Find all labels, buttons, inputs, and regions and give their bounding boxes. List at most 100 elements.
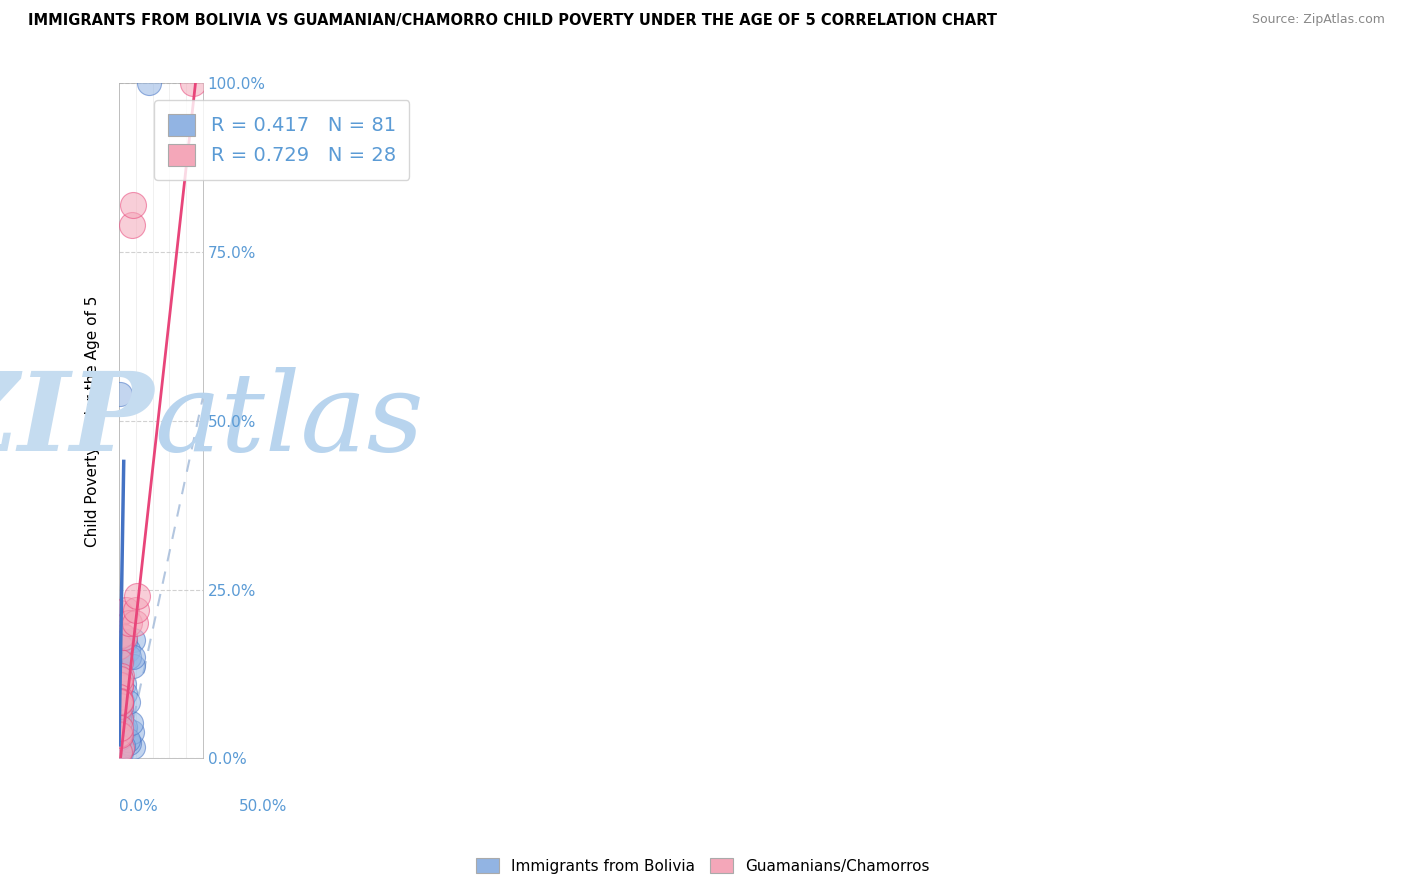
Point [108, 675, 131, 690]
Point [108, 731, 131, 745]
Point [108, 734, 131, 748]
Point [124, 616, 146, 631]
Point [108, 706, 131, 721]
Point [110, 728, 132, 742]
Point [122, 198, 145, 212]
Point [108, 715, 131, 730]
Point [114, 720, 136, 734]
Point [108, 721, 131, 735]
Point [108, 698, 131, 712]
Point [112, 739, 135, 753]
Point [108, 701, 131, 715]
Point [117, 695, 139, 709]
Point [111, 653, 134, 667]
Point [108, 739, 131, 753]
Point [110, 655, 132, 669]
Point [110, 697, 132, 711]
Point [118, 650, 141, 665]
Point [108, 698, 131, 712]
Point [108, 745, 131, 759]
Point [110, 694, 132, 708]
Point [110, 695, 132, 709]
Point [108, 672, 131, 686]
Point [110, 698, 132, 713]
Point [120, 716, 142, 731]
Point [121, 740, 143, 755]
Point [110, 698, 132, 713]
Point [121, 725, 143, 739]
Y-axis label: Child Poverty Under the Age of 5: Child Poverty Under the Age of 5 [86, 295, 100, 547]
Point [181, 77, 204, 91]
Point [108, 714, 131, 729]
Point [108, 723, 131, 738]
Point [108, 726, 131, 740]
Point [108, 711, 131, 725]
Text: Source: ZipAtlas.com: Source: ZipAtlas.com [1251, 13, 1385, 27]
Point [108, 647, 131, 661]
Point [110, 709, 132, 723]
Point [122, 659, 145, 673]
Point [110, 722, 132, 736]
Point [108, 684, 131, 698]
Point [108, 704, 131, 718]
Point [112, 630, 135, 644]
Text: ZIP: ZIP [0, 368, 153, 475]
Point [110, 703, 132, 717]
Point [108, 746, 131, 760]
Point [108, 698, 131, 712]
Point [110, 633, 132, 648]
Point [110, 702, 132, 716]
Point [108, 712, 131, 726]
Point [108, 691, 131, 706]
Point [108, 727, 131, 741]
Point [122, 649, 145, 664]
Point [110, 698, 132, 712]
Point [108, 670, 131, 684]
Point [114, 686, 136, 700]
Point [110, 740, 132, 755]
Point [108, 739, 131, 753]
Point [108, 743, 131, 757]
Point [108, 673, 131, 688]
Point [108, 717, 131, 731]
Point [108, 690, 131, 704]
Point [108, 695, 131, 709]
Text: atlas: atlas [153, 368, 423, 475]
Point [108, 731, 131, 745]
Point [110, 739, 132, 753]
Point [108, 669, 131, 683]
Text: 50.0%: 50.0% [239, 799, 287, 814]
Legend: Immigrants from Bolivia, Guamanians/Chamorros: Immigrants from Bolivia, Guamanians/Cham… [470, 852, 936, 880]
Point [110, 652, 132, 666]
Point [110, 669, 132, 683]
Point [117, 733, 139, 747]
Point [108, 708, 131, 723]
Point [108, 747, 131, 761]
Point [108, 679, 131, 693]
Point [108, 680, 131, 694]
Point [110, 665, 132, 680]
Point [114, 633, 136, 648]
Point [110, 746, 132, 760]
Point [138, 77, 160, 91]
Point [108, 724, 131, 739]
Point [108, 739, 131, 754]
Point [108, 678, 131, 692]
Point [108, 680, 131, 694]
Point [108, 713, 131, 727]
Point [108, 721, 131, 735]
Point [110, 628, 132, 642]
Point [110, 715, 132, 730]
Point [110, 679, 132, 693]
Point [108, 640, 131, 654]
Point [112, 677, 135, 691]
Point [110, 720, 132, 734]
Point [110, 715, 132, 730]
Point [114, 603, 136, 617]
Point [108, 387, 131, 401]
Point [112, 723, 135, 738]
Point [111, 694, 134, 708]
Point [125, 603, 148, 617]
Text: 0.0%: 0.0% [120, 799, 157, 814]
Point [108, 658, 131, 673]
